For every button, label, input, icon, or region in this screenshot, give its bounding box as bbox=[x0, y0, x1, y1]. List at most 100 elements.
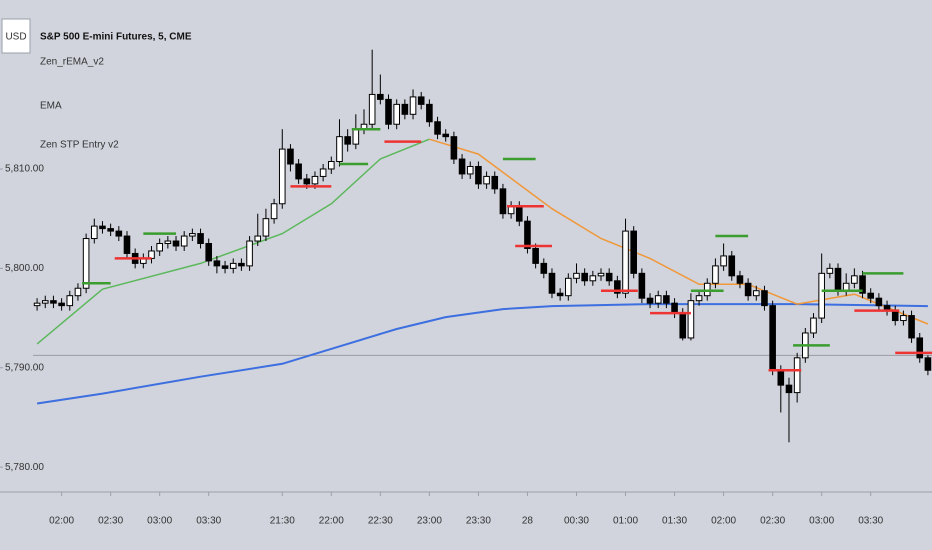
ema-line bbox=[36, 138, 430, 345]
candle-body bbox=[311, 175, 319, 185]
y-tick-label: 5,790.00 bbox=[5, 362, 44, 373]
candle-body bbox=[532, 247, 539, 264]
candle-body bbox=[409, 96, 417, 115]
candle-body bbox=[491, 175, 499, 190]
candle-body bbox=[74, 287, 82, 297]
x-tick-label: 23:00 bbox=[417, 516, 442, 527]
candle-body bbox=[826, 267, 834, 274]
candle-body bbox=[368, 93, 376, 125]
candle-body bbox=[769, 305, 776, 371]
candle-body bbox=[278, 148, 286, 205]
candle-body bbox=[859, 275, 866, 294]
candle-body bbox=[377, 93, 384, 100]
candle-body bbox=[646, 297, 654, 304]
x-tick-label: 02:00 bbox=[711, 516, 736, 527]
candle-body bbox=[663, 295, 670, 304]
x-tick-label: 22:30 bbox=[368, 516, 393, 527]
candle-body bbox=[66, 295, 74, 307]
candle-body bbox=[581, 272, 588, 282]
candle-body bbox=[458, 158, 466, 175]
candle-body bbox=[891, 310, 899, 322]
candle-body bbox=[262, 218, 270, 237]
candle-body bbox=[752, 290, 760, 297]
candle-body bbox=[597, 272, 605, 277]
candle-body bbox=[115, 230, 123, 237]
x-tick-label: 00:30 bbox=[564, 516, 589, 527]
candle-body bbox=[352, 128, 360, 145]
candle-body bbox=[851, 275, 858, 284]
currency[interactable]: USD bbox=[5, 32, 26, 43]
candle-body bbox=[695, 295, 703, 302]
candle-body bbox=[712, 265, 719, 284]
x-tick-label: 02:00 bbox=[49, 516, 74, 527]
candle-body bbox=[180, 235, 188, 247]
candle-body bbox=[818, 272, 825, 319]
chart-title: S&P 500 E-mini Futures, 5, CME bbox=[40, 32, 192, 43]
candle-body bbox=[515, 205, 523, 222]
candle-body bbox=[875, 297, 883, 307]
candle-body bbox=[246, 240, 253, 267]
candle-body bbox=[614, 280, 621, 294]
candle-body bbox=[205, 243, 213, 262]
candle-body bbox=[916, 337, 924, 359]
candle-body bbox=[442, 133, 450, 138]
candle-body bbox=[156, 243, 163, 252]
candle-body bbox=[90, 225, 98, 240]
candle-body bbox=[393, 103, 400, 125]
x-tick-label: 02:30 bbox=[760, 516, 785, 527]
indicator-label[interactable]: Zen_rEMA_v2 bbox=[40, 57, 104, 68]
currency-box[interactable] bbox=[1, 18, 31, 54]
candle-body bbox=[213, 260, 221, 267]
candle-body bbox=[254, 235, 262, 242]
x-tick-label: 28 bbox=[522, 516, 534, 527]
candle-body bbox=[777, 369, 785, 386]
candle-body bbox=[328, 161, 335, 170]
candle-body bbox=[524, 220, 531, 249]
candle-body bbox=[58, 302, 65, 307]
candle-body bbox=[319, 168, 327, 177]
candle-body bbox=[654, 295, 662, 304]
candle-body bbox=[908, 315, 915, 339]
candle-body bbox=[238, 262, 245, 267]
x-tick-label: 01:00 bbox=[613, 516, 638, 527]
indicator-label[interactable]: Zen STP Entry v2 bbox=[40, 140, 119, 151]
candle-body bbox=[630, 230, 637, 274]
candle-body bbox=[679, 312, 687, 339]
candle-body bbox=[41, 300, 49, 304]
candle-body bbox=[99, 225, 106, 230]
candle-body bbox=[450, 136, 458, 160]
candle-body bbox=[475, 165, 482, 185]
candle-body bbox=[867, 292, 875, 299]
candle-body bbox=[336, 136, 343, 163]
x-tick-label: 03:30 bbox=[858, 516, 883, 527]
candle-body bbox=[548, 272, 556, 294]
candle-body bbox=[270, 203, 278, 220]
candle-body bbox=[540, 262, 548, 274]
candle-body bbox=[385, 98, 392, 125]
candle-body bbox=[924, 357, 932, 371]
y-tick-label: 5,800.00 bbox=[5, 263, 44, 274]
candle-body bbox=[164, 240, 172, 245]
candle-body bbox=[687, 300, 695, 339]
candle-body bbox=[483, 175, 490, 185]
candle-body bbox=[82, 238, 90, 289]
candle-body bbox=[761, 290, 768, 307]
candle-body bbox=[221, 265, 229, 269]
y-tick-label: 5,780.00 bbox=[5, 462, 44, 473]
candle-body bbox=[556, 292, 564, 297]
x-tick-label: 01:30 bbox=[662, 516, 687, 527]
x-tick-label: 03:30 bbox=[196, 516, 221, 527]
candle-body bbox=[565, 277, 572, 297]
candle-body bbox=[622, 230, 629, 294]
candle-body bbox=[229, 262, 237, 269]
candle-body bbox=[793, 357, 801, 394]
candle-body bbox=[172, 240, 180, 247]
indicator-label[interactable]: EMA bbox=[40, 101, 62, 112]
candle-body bbox=[401, 103, 409, 115]
candle-body bbox=[466, 165, 474, 175]
candle-body bbox=[123, 235, 131, 254]
candle-body bbox=[834, 267, 842, 292]
candle-body bbox=[426, 103, 433, 123]
